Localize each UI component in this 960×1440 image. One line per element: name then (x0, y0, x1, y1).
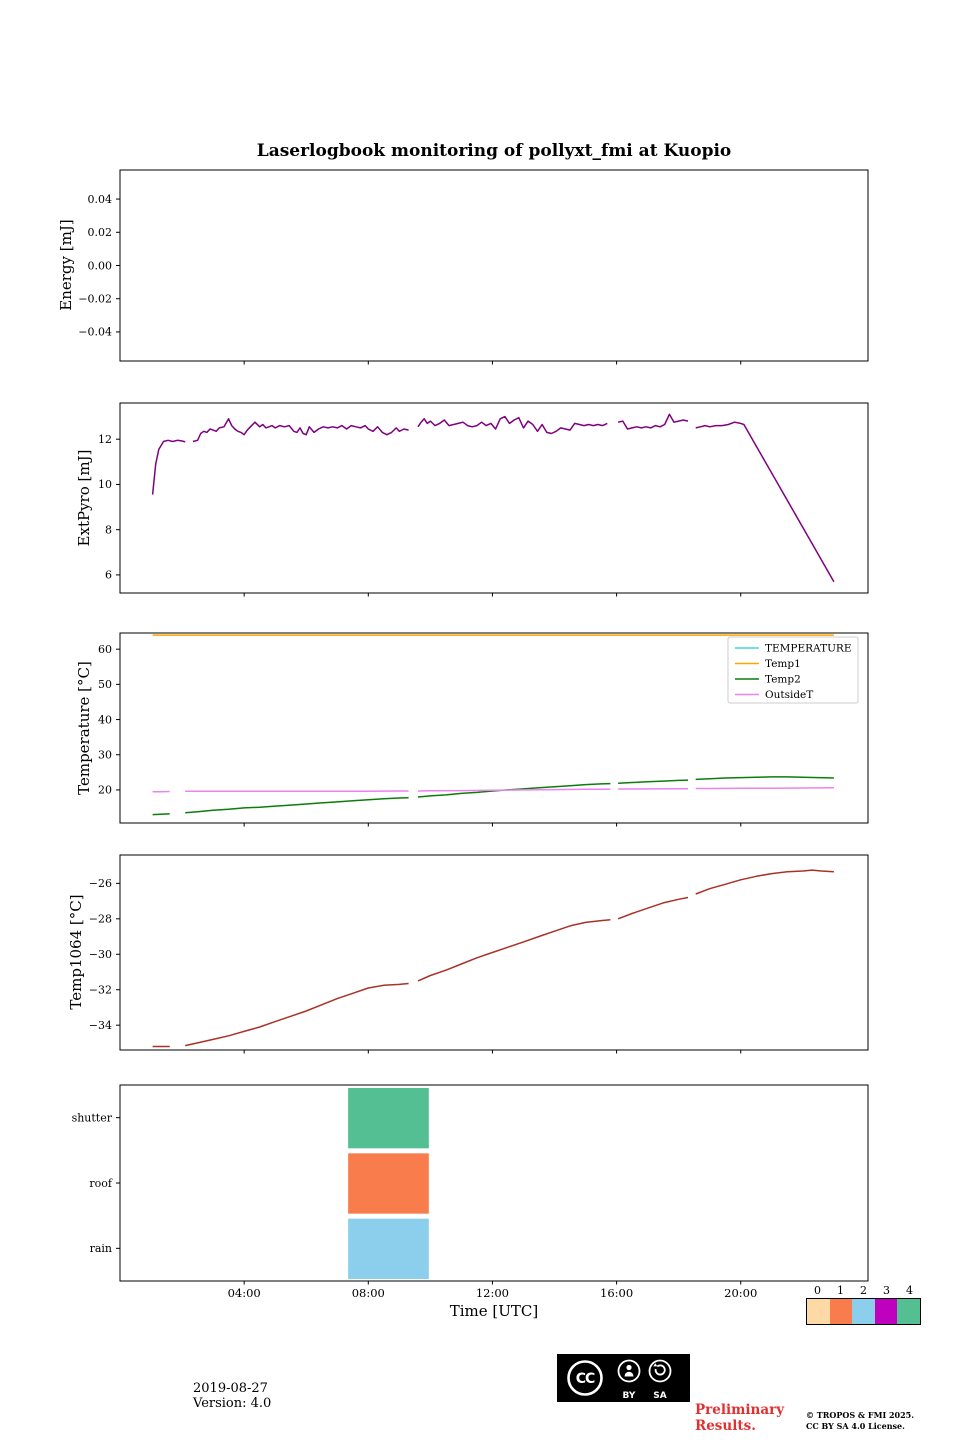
version-label: Version: 4.0 (193, 1396, 272, 1411)
tick-label: shutter (72, 1111, 113, 1124)
series-ExtPyro (617, 413, 689, 430)
axes-frame (119, 632, 869, 824)
status-block-roof (348, 1153, 429, 1214)
series-Temp2 (618, 779, 689, 784)
copyright-line1: © TROPOS & FMI 2025. (806, 1410, 915, 1420)
svg-text:BY: BY (623, 1391, 636, 1401)
tick-label: 08:00 (352, 1286, 385, 1300)
tick-label: Temp2 (765, 674, 801, 686)
status-block-rain (348, 1218, 429, 1279)
axes-frame (119, 402, 869, 594)
colorbar: 0 1 2 3 4 (806, 1284, 921, 1325)
tick-label: 20:00 (724, 1286, 757, 1300)
preliminary-results-note: Preliminary Results. (695, 1402, 784, 1434)
colorbar-cell (897, 1299, 920, 1324)
tick-label: TEMPERATURE (765, 643, 852, 655)
colorbar-cells (806, 1298, 921, 1325)
cc-by-sa-badge: CC BY SA (557, 1354, 690, 1402)
colorbar-cell (807, 1299, 830, 1324)
preliminary-line1: Preliminary (695, 1402, 785, 1418)
tick-label: 04:00 (228, 1286, 261, 1300)
tick-label: −28 (89, 913, 112, 926)
tick-label: −0.02 (78, 293, 112, 306)
date-label: 2019-08-27 (193, 1381, 268, 1396)
colorbar-tick-label: 0 (814, 1284, 821, 1297)
series-Temp1064 (695, 869, 834, 895)
svg-text:SA: SA (653, 1391, 666, 1401)
axes-frame (119, 1084, 869, 1282)
tick-label: roof (89, 1177, 113, 1190)
status-block-shutter (348, 1088, 429, 1149)
panel-energy: 0.04 0.02 0.00 −0.02 −0.04 (78, 169, 869, 365)
legend-box (727, 636, 859, 704)
tick-label: 12:00 (476, 1286, 509, 1300)
tick-label: 10 (98, 478, 112, 491)
tick-label: 40 (98, 713, 112, 726)
cc-sa-icon: SA (648, 1359, 672, 1401)
copyright-note: © TROPOS & FMI 2025. CC BY SA 4.0 Licens… (806, 1410, 914, 1431)
series-Temp2 (695, 776, 834, 781)
series-OutsideT (695, 787, 834, 790)
colorbar-tick-label: 3 (883, 1284, 890, 1297)
tick-label: rain (90, 1242, 112, 1255)
colorbar-tick-label: 1 (837, 1284, 844, 1297)
legend: TEMPERATURE Temp1 Temp2 OutsideT (727, 636, 859, 704)
tick-label: 16:00 (600, 1286, 633, 1300)
colorbar-cell (852, 1299, 875, 1324)
tick-label: 20 (98, 784, 112, 797)
cc-icon: CC (567, 1360, 603, 1396)
svg-text:CC: CC (576, 1371, 595, 1387)
tick-label: −26 (89, 877, 112, 890)
copyright-line2: CC BY SA 4.0 License. (806, 1420, 905, 1431)
series-Temp1064 (185, 982, 409, 1047)
series-ExtPyro (417, 415, 608, 435)
series-OutsideT (417, 788, 611, 792)
colorbar-tick-labels: 0 1 2 3 4 (806, 1284, 921, 1298)
tick-label: Temp1 (765, 658, 801, 670)
tick-label: OutsideT (765, 689, 813, 701)
series-Temp1064 (417, 918, 611, 982)
series-ExtPyro (695, 421, 835, 583)
tick-label: −34 (89, 1019, 112, 1032)
series-Temp2 (185, 796, 409, 814)
series-ExtPyro (151, 439, 186, 495)
tick-label: −30 (89, 948, 112, 961)
series-Temp1064 (617, 896, 689, 920)
series-ExtPyro (192, 418, 409, 443)
xaxis-label: Time [UTC] (449, 1302, 539, 1320)
preliminary-line2: Results. (695, 1418, 756, 1434)
tick-label: −32 (89, 984, 112, 997)
tick-label: 12 (98, 433, 112, 446)
tick-label: 0.02 (88, 226, 113, 239)
axes-frame (119, 854, 869, 1051)
tick-label: 0.00 (88, 259, 113, 272)
figure-title: Laserlogbook monitoring of pollyxt_fmi a… (256, 141, 732, 161)
tick-label: 6 (105, 569, 112, 582)
colorbar-tick-label: 2 (860, 1284, 867, 1297)
colorbar-tick-label: 4 (906, 1284, 913, 1297)
tick-label: 8 (105, 523, 112, 536)
tick-label: 50 (98, 678, 112, 691)
panel-flags: shutter roof rain 04:00 08:00 12:00 16:00 20:00 (72, 1084, 869, 1300)
panel-temperature: 60 50 40 30 20 TEMPERATURE Temp1 Temp2 OutsideT (98, 632, 869, 827)
tick-label: 0.04 (88, 193, 113, 206)
colorbar-cell (829, 1299, 853, 1324)
panel-temp1064: −26 −28 −30 −32 −34 (89, 854, 869, 1054)
tick-label: −0.04 (78, 326, 112, 339)
cc-by-icon: BY (617, 1359, 641, 1401)
tick-label: 30 (98, 749, 112, 762)
series-Temp2 (152, 813, 170, 816)
axes-frame (119, 169, 869, 362)
panel-extpyro: 12 10 8 6 (98, 402, 869, 597)
colorbar-cell (874, 1299, 898, 1324)
tick-label: 60 (98, 643, 112, 656)
